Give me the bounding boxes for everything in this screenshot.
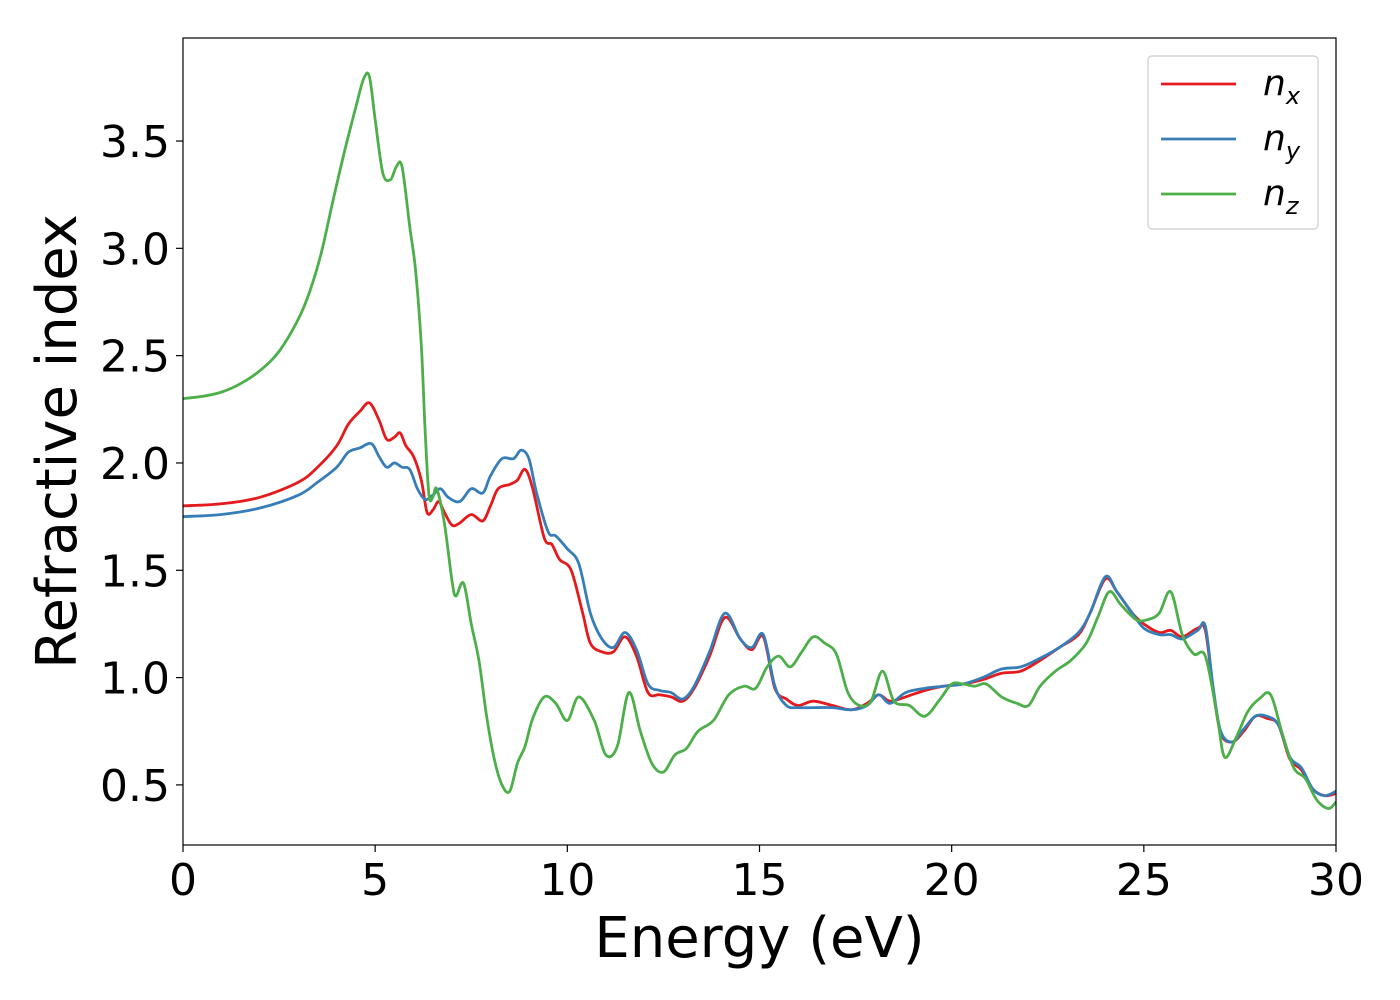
legend-label-n-x: nx (1263, 63, 1301, 110)
data-lines (183, 71, 1336, 810)
y-tick-label: 2.5 (100, 332, 170, 383)
x-axis-title: Energy (eV) (594, 906, 924, 971)
y-tick-label: 3.5 (100, 117, 170, 168)
series-line-n-x (183, 401, 1336, 798)
series-line-n-z (183, 71, 1336, 810)
x-tick-label: 5 (361, 855, 389, 906)
x-tick-label: 10 (539, 855, 595, 906)
legend-label-n-y: ny (1263, 118, 1301, 165)
y-tick-label: 2.0 (100, 439, 170, 490)
x-tick-label: 0 (169, 855, 197, 906)
y-tick-label: 1.0 (100, 654, 170, 705)
y-tick-label: 3.0 (100, 224, 170, 275)
y-tick-label: 1.5 (100, 546, 170, 597)
axis-ticks: 0 5 10 15 20 25 30 0.5 1.0 1.5 2.0 2.5 3.0 3.5 (100, 117, 1364, 906)
legend: nx ny nz (1147, 55, 1319, 230)
legend-box (1147, 55, 1319, 230)
x-tick-label: 15 (732, 855, 788, 906)
y-tick-label: 0.5 (100, 761, 170, 812)
x-tick-label: 20 (924, 855, 980, 906)
y-axis-title: Refractive index (25, 214, 90, 669)
x-tick-label: 30 (1308, 855, 1364, 906)
x-tick-label: 25 (1116, 855, 1172, 906)
series-line-n-y (183, 441, 1336, 798)
legend-label-n-z: nz (1263, 173, 1300, 220)
